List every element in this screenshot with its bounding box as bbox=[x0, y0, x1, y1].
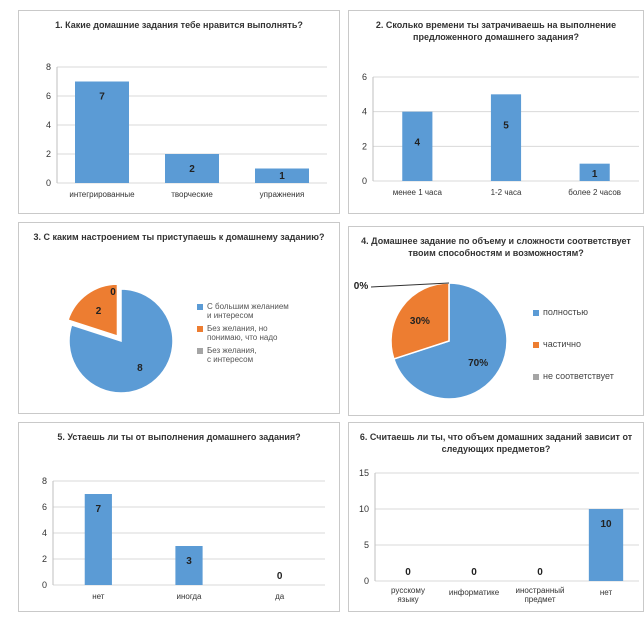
legend-label: понимаю, что надо bbox=[207, 333, 278, 342]
y-tick-label: 0 bbox=[46, 178, 51, 188]
legend-swatch bbox=[197, 348, 203, 354]
data-label: 0 bbox=[471, 567, 477, 578]
chart-panel-4: 4. Домашнее задание по объему и сложност… bbox=[348, 226, 644, 416]
chart-5-svg: 0 2 4 6 8 7 нет 3 иногда 0 да bbox=[42, 476, 325, 601]
legend-swatch bbox=[197, 326, 203, 332]
bar bbox=[75, 81, 129, 183]
data-label: 0% bbox=[354, 281, 369, 292]
y-tick-label: 2 bbox=[42, 554, 47, 564]
x-tick-label: нет bbox=[600, 588, 613, 597]
data-label: 1 bbox=[279, 171, 285, 182]
x-tick-label: нет bbox=[92, 592, 105, 601]
chart-2-svg: 0 2 4 6 4 менее 1 часа 5 1-2 часа 1 более 2 часов bbox=[362, 72, 639, 197]
bar bbox=[588, 509, 624, 581]
legend-swatch bbox=[533, 374, 539, 380]
x-tick-label: упражнения bbox=[260, 190, 305, 199]
y-tick-label: 8 bbox=[46, 62, 51, 72]
data-label: 5 bbox=[503, 120, 509, 131]
leader-line bbox=[370, 282, 450, 288]
x-tick-label: информатике bbox=[449, 588, 500, 597]
data-label: 2 bbox=[189, 164, 195, 175]
y-tick-label: 2 bbox=[362, 141, 367, 151]
y-tick-label: 15 bbox=[359, 468, 369, 478]
y-tick-label: 4 bbox=[46, 120, 51, 130]
chart-4-svg: 70% 30% 0% полностью частично не соответствуе… bbox=[354, 281, 614, 400]
bar bbox=[579, 163, 610, 181]
data-label: 70% bbox=[468, 358, 488, 369]
chart-title-1: 1. Какие домашние задания тебе нравится … bbox=[55, 20, 303, 30]
bar bbox=[175, 546, 203, 585]
data-label: 2 bbox=[96, 306, 102, 317]
x-tick-label: да bbox=[275, 592, 285, 601]
legend-label: не соответствует bbox=[543, 371, 614, 381]
y-tick-label: 8 bbox=[42, 476, 47, 486]
data-label: 10 bbox=[600, 519, 612, 530]
data-label: 1 bbox=[592, 169, 598, 180]
legend-label: Без желания, но bbox=[207, 324, 268, 333]
y-tick-label: 4 bbox=[42, 528, 47, 538]
chart-title-3: 3. С каким настроением ты приступаешь к … bbox=[33, 232, 325, 242]
y-tick-label: 0 bbox=[362, 176, 367, 186]
pie-slice bbox=[68, 288, 174, 394]
chart-panel-3: 3. С каким настроением ты приступаешь к … bbox=[18, 222, 340, 414]
chart-title-6: 6. Считаешь ли ты, что объем домашних за… bbox=[359, 432, 633, 454]
x-tick-label: русскому bbox=[391, 586, 425, 595]
chart-panel-5: 5. Устаешь ли ты от выполнения домашнего… bbox=[18, 422, 340, 612]
x-tick-label: творческие bbox=[171, 190, 213, 199]
y-tick-label: 5 bbox=[364, 540, 369, 550]
bar bbox=[402, 111, 433, 181]
x-tick-label: менее 1 часа bbox=[393, 188, 443, 197]
x-tick-label: интегрированные bbox=[69, 190, 135, 199]
y-tick-label: 6 bbox=[42, 502, 47, 512]
legend-swatch bbox=[533, 342, 539, 348]
x-tick-label: более 2 часов bbox=[568, 188, 621, 197]
data-label: 8 bbox=[137, 363, 143, 374]
chart-panel-6: 6. Считаешь ли ты, что объем домашних за… bbox=[348, 422, 644, 612]
chart-title-5: 5. Устаешь ли ты от выполнения домашнего… bbox=[57, 432, 301, 442]
chart-1-svg: 0 2 4 6 8 7 интегрированные 2 творческие 1 упражне… bbox=[46, 62, 327, 199]
legend-label: и интересом bbox=[207, 311, 254, 320]
y-tick-label: 6 bbox=[362, 72, 367, 82]
data-label: 30% bbox=[410, 316, 430, 327]
legend-swatch bbox=[533, 310, 539, 316]
y-tick-label: 0 bbox=[364, 576, 369, 586]
bar bbox=[84, 494, 112, 585]
data-label: 0 bbox=[405, 567, 411, 578]
legend-label: С большим желанием bbox=[207, 302, 289, 311]
y-tick-label: 0 bbox=[42, 580, 47, 590]
bar bbox=[255, 168, 309, 183]
chart-title-2: 2. Сколько времени ты затрачиваешь на вы… bbox=[375, 20, 617, 42]
data-label: 0 bbox=[537, 567, 543, 578]
legend-label: полностью bbox=[543, 307, 588, 317]
data-label: 0 bbox=[110, 287, 116, 298]
legend-label: с интересом bbox=[207, 355, 253, 364]
x-tick-label: 1-2 часа bbox=[491, 188, 522, 197]
data-label: 3 bbox=[186, 556, 192, 567]
x-tick-label: иногда bbox=[176, 592, 202, 601]
x-tick-label: языку bbox=[397, 595, 418, 604]
y-tick-label: 2 bbox=[46, 149, 51, 159]
data-label: 7 bbox=[99, 92, 105, 103]
x-tick-label: иностранный bbox=[516, 586, 565, 595]
chart-title-4: 4. Домашнее задание по объему и сложност… bbox=[361, 236, 631, 258]
legend-label: Без желания, bbox=[207, 346, 257, 355]
y-tick-label: 4 bbox=[362, 107, 367, 117]
y-tick-label: 10 bbox=[359, 504, 369, 514]
chart-panel-1: 1. Какие домашние задания тебе нравится … bbox=[18, 10, 340, 214]
chart-panel-2: 2. Сколько времени ты затрачиваешь на вы… bbox=[348, 10, 644, 214]
pie-slice bbox=[67, 283, 119, 338]
bar bbox=[490, 94, 522, 181]
data-label: 0 bbox=[277, 571, 283, 582]
legend-swatch bbox=[197, 304, 203, 310]
data-label: 4 bbox=[415, 138, 421, 149]
data-label: 7 bbox=[96, 504, 102, 515]
x-tick-label: предмет bbox=[524, 595, 555, 604]
legend-label: частично bbox=[543, 339, 581, 349]
y-tick-label: 6 bbox=[46, 91, 51, 101]
bar bbox=[165, 154, 219, 183]
pie-slice bbox=[392, 282, 508, 400]
